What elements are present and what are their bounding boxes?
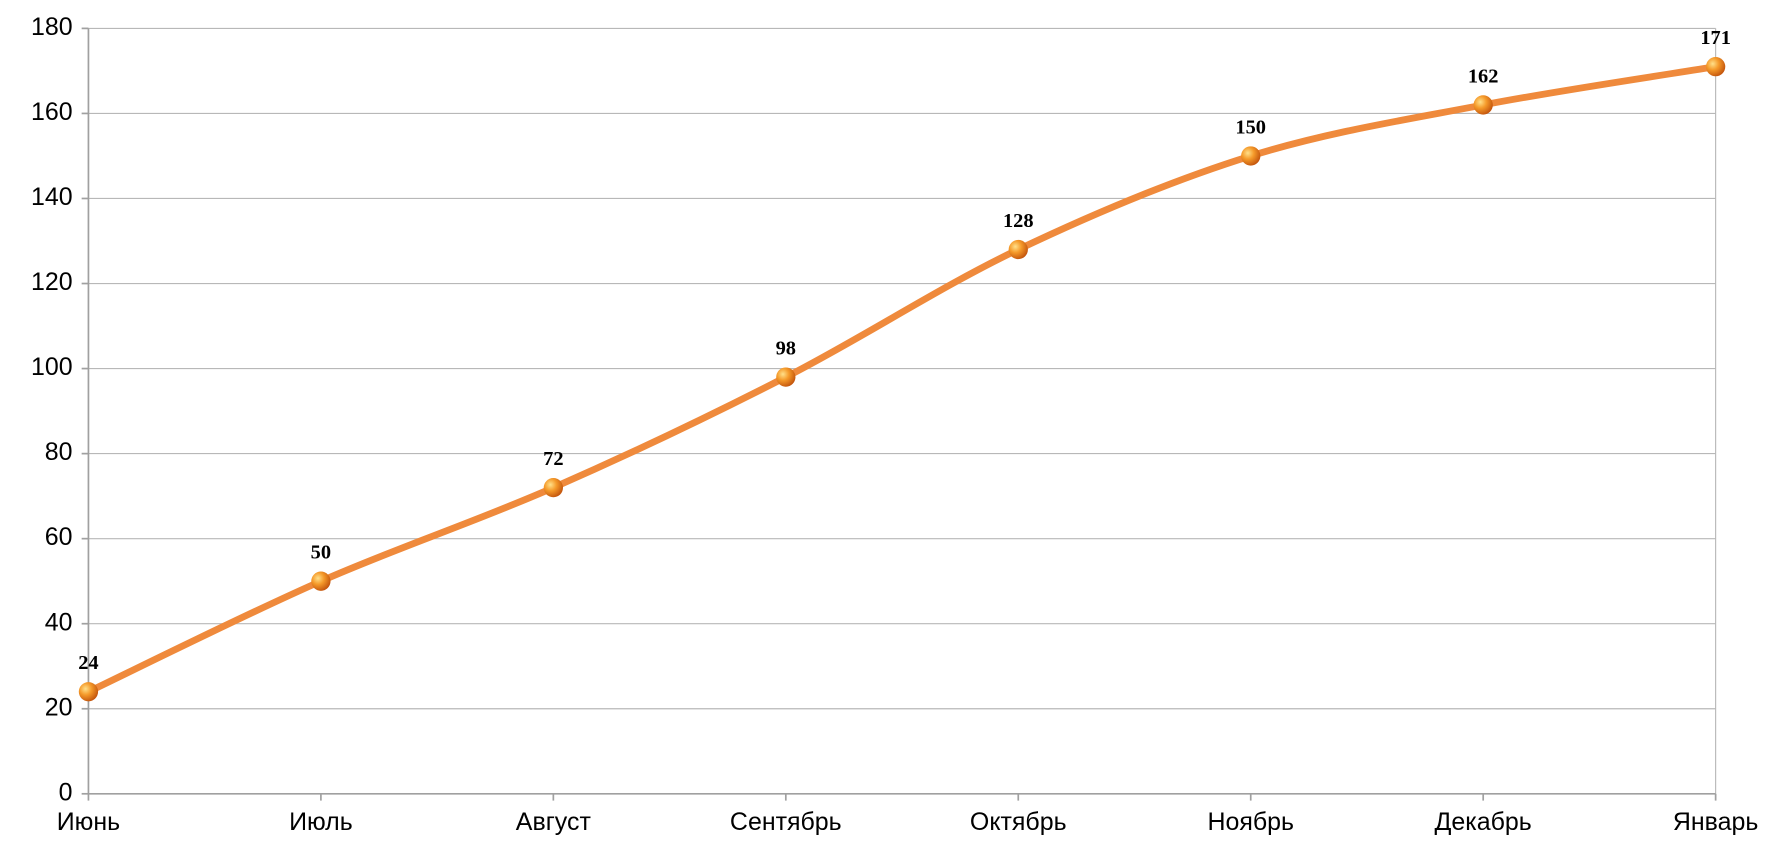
marker — [311, 571, 331, 591]
marker — [1473, 95, 1493, 115]
x-tick-label: Декабрь — [1435, 808, 1532, 836]
data-label: 128 — [1003, 210, 1034, 232]
y-tick-label: 120 — [31, 268, 73, 296]
y-tick-label: 60 — [45, 523, 73, 551]
data-label: 162 — [1468, 65, 1499, 87]
data-label: 72 — [543, 448, 563, 470]
marker — [776, 367, 796, 387]
y-tick-label: 160 — [31, 98, 73, 126]
marker — [1241, 146, 1261, 166]
y-tick-label: 140 — [31, 183, 73, 211]
x-tick-label: Январь — [1673, 808, 1758, 836]
data-label: 171 — [1700, 27, 1731, 49]
marker — [1008, 239, 1028, 260]
x-tick-label: Сентябрь — [730, 808, 842, 836]
data-label: 50 — [311, 542, 331, 564]
y-tick-label: 20 — [45, 693, 73, 721]
grid: 0 20 40 60 80 100 120 140 160 180 Июнь Июль Август Се… — [31, 13, 1758, 836]
x-tick-label: Август — [516, 808, 591, 836]
x-tick-label: Октябрь — [970, 808, 1067, 836]
marker — [78, 682, 99, 702]
y-tick-label: 80 — [45, 438, 73, 466]
line — [85, 63, 1720, 696]
data-label: 150 — [1235, 116, 1266, 138]
data-label: 24 — [78, 652, 98, 674]
series: 24 50 72 98 128 150 162 171 — [78, 27, 1731, 702]
y-tick-label: 180 — [31, 13, 73, 41]
y-tick-label: 0 — [59, 778, 73, 806]
marker — [543, 477, 563, 498]
x-tick-label: Июнь — [57, 808, 120, 836]
y-tick-label: 40 — [45, 608, 73, 636]
marker — [1705, 57, 1726, 77]
y-tick-label: 100 — [31, 353, 73, 381]
data-label: 98 — [776, 338, 796, 360]
x-tick-label: Ноябрь — [1207, 808, 1294, 836]
x-tick-label: Июль — [289, 808, 353, 836]
